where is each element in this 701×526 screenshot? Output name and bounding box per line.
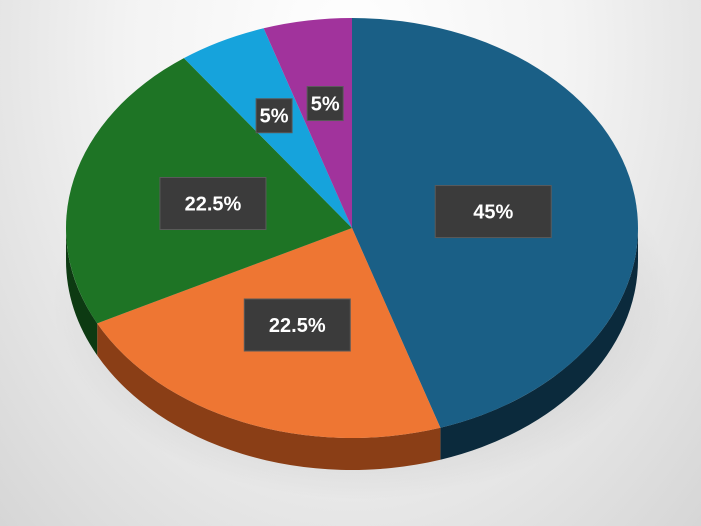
data-label-box [243, 298, 351, 352]
data-label-1: 45% [434, 185, 552, 239]
data-label-text: 22.5% [269, 315, 326, 337]
pie-slice-side-3 [66, 228, 98, 356]
data-label-box [159, 176, 267, 230]
pie-slice-side-2 [97, 323, 441, 470]
pie-data-labels: 45% 22.5% 22.5% 5% 5% [159, 86, 552, 352]
data-label-text: 5% [260, 106, 289, 128]
data-label-box [306, 86, 344, 122]
data-label-text: 5% [311, 94, 340, 116]
data-label-text: 22.5% [185, 193, 242, 215]
pie-sides [66, 228, 638, 470]
data-label-5: 5% [306, 86, 344, 122]
data-label-3: 22.5% [159, 176, 267, 230]
data-label-text: 45% [473, 202, 513, 224]
pie-slice-5 [263, 18, 352, 228]
data-label-4: 5% [255, 98, 293, 134]
data-label-2: 22.5% [243, 298, 351, 352]
data-label-box [434, 185, 552, 239]
pie-slice-side-1 [440, 228, 638, 460]
data-label-box [255, 98, 293, 134]
pie-slices [65, 18, 638, 438]
